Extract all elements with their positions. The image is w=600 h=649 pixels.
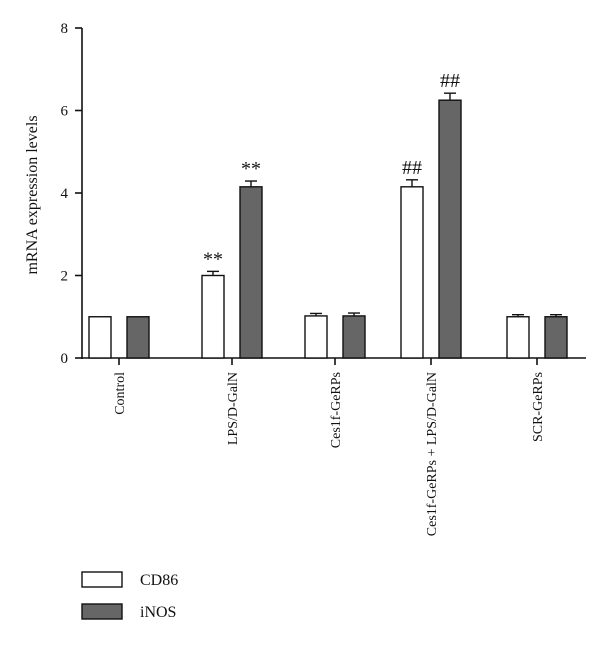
legend: CD86 iNOS xyxy=(81,571,178,621)
significance-annotation: ## xyxy=(440,70,460,92)
y-tick-label: 6 xyxy=(61,104,69,120)
bar-inos-1 xyxy=(239,186,263,359)
y-tick-label: 8 xyxy=(61,21,69,37)
bar-inos-4 xyxy=(544,316,568,359)
bar-cd86-4 xyxy=(506,316,530,359)
x-category-label: SCR-GeRPs xyxy=(531,372,546,442)
y-tick-label: 0 xyxy=(61,351,69,367)
legend-label-inos: iNOS xyxy=(140,604,176,621)
significance-annotation: ** xyxy=(241,158,261,180)
y-axis: 0 2 4 6 8 xyxy=(61,21,83,367)
bar-inos-0 xyxy=(126,316,150,359)
y-tick-label: 2 xyxy=(61,269,69,285)
category-labels: Control LPS/D-GalN Ces1f-GeRPs Ces1f-GeRPs … xyxy=(113,372,546,536)
x-category-label: Control xyxy=(113,372,128,415)
legend-swatch-inos xyxy=(81,603,123,620)
bar-cd86-0 xyxy=(88,316,112,359)
x-category-label: Ces1f-GeRPs + LPS/D-GalN xyxy=(425,372,440,536)
y-axis-title: mRNA expression levels xyxy=(24,115,41,274)
bar-inos-3 xyxy=(438,99,462,359)
x-category-label: Ces1f-GeRPs xyxy=(329,372,344,448)
legend-label-cd86: CD86 xyxy=(140,572,178,589)
y-tick-label: 4 xyxy=(61,186,69,202)
significance-annotation: ** xyxy=(203,248,223,270)
bar-inos-2 xyxy=(342,315,366,359)
x-category-label: LPS/D-GalN xyxy=(226,372,241,445)
legend-swatch-cd86 xyxy=(81,571,123,588)
bar-cd86-1 xyxy=(201,274,225,359)
significance-annotation: ## xyxy=(402,157,422,179)
x-axis xyxy=(82,357,586,365)
bar-cd86-2 xyxy=(304,315,328,359)
bars: ** ** ## ## xyxy=(88,70,568,359)
bar-cd86-3 xyxy=(400,186,424,359)
